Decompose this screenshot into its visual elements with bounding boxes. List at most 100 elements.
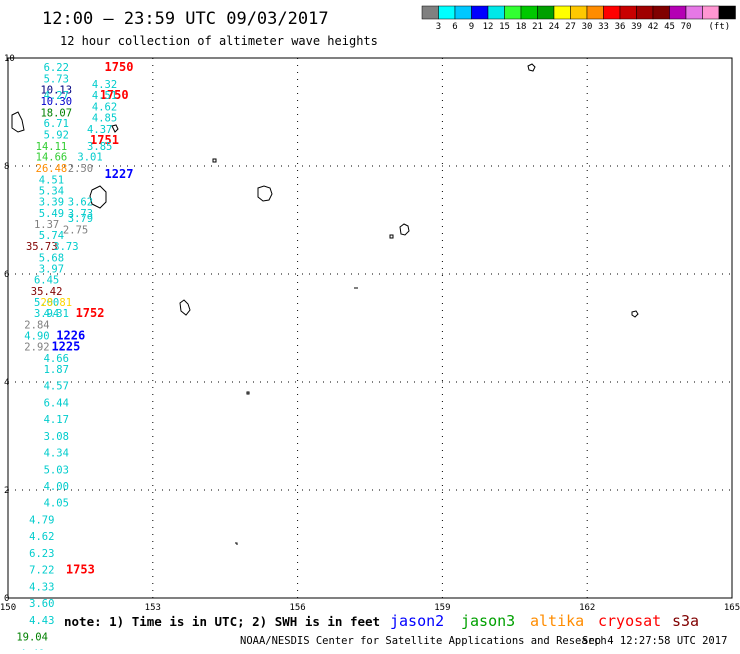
wave-height-value: 1.87: [44, 364, 69, 376]
satellite-legend: jason2 jason3 altika cryosat s3a: [390, 612, 699, 630]
generation-timestamp: Sep 4 12:27:58 UTC 2017: [582, 635, 727, 647]
island-outline: [235, 542, 238, 545]
wave-height-value: 4.43: [29, 615, 54, 627]
chart-title: 12:00 – 23:59 UTC 09/03/2017: [42, 9, 329, 29]
satellite-legend-item: s3a: [672, 612, 699, 630]
latitude-tick-labels: 10 8 6 4 2 0: [4, 54, 15, 604]
y-tick-label: 0: [4, 594, 9, 604]
wave-height-value: 3.73: [68, 208, 93, 220]
wave-height-value: 3.62: [68, 196, 93, 208]
colorbar-swatch: [504, 5, 522, 20]
wave-height-value: 2.50: [68, 163, 93, 175]
wave-height-value: 3.97: [39, 263, 64, 275]
colorbar-unit: (ft): [709, 22, 731, 32]
colorbar-label: 6: [452, 22, 457, 32]
wave-height-value: 5.73: [44, 73, 69, 85]
wave-height-value: 2.92: [24, 342, 49, 354]
wave-height-value: 3.73: [53, 241, 78, 253]
wave-height-value: 3.39: [39, 196, 64, 208]
colorbar-label: 15: [499, 22, 510, 32]
x-tick-label: 159: [434, 603, 450, 613]
colorbar-swatch: [702, 5, 720, 20]
island-outline: [257, 185, 273, 202]
wave-height-value: 26.48: [36, 163, 68, 175]
satellite-legend-item: jason3: [461, 612, 515, 630]
colorbar-swatch: [619, 5, 637, 20]
wave-height-value: 4.37: [87, 124, 112, 136]
colorbar-swatch: [685, 5, 703, 20]
units-note: note: 1) Time is in UTC; 2) SWH is in fe…: [64, 614, 380, 629]
island-outline: [389, 234, 394, 239]
colorbar-swatch: [438, 5, 456, 20]
colorbar-label: 30: [582, 22, 593, 32]
colorbar-swatch: [636, 5, 654, 20]
wave-height-value: 3.94: [34, 308, 59, 320]
island-outline: [399, 223, 410, 236]
wave-height-observations: 6.225.7310.134.2710.3018.076.715.9214.11…: [16, 62, 117, 654]
colorbar-swatch: [537, 5, 555, 20]
island-outline: [527, 63, 536, 72]
y-tick-label: 4: [4, 378, 9, 388]
wave-height-value: 5.68: [39, 253, 64, 265]
colorbar-label: 36: [615, 22, 626, 32]
wave-height-value: 10.13: [40, 85, 72, 97]
wave-height-value: 4.34: [44, 448, 69, 460]
wave-height-value: 4.90: [24, 330, 49, 342]
wave-height-value: 6.23: [29, 548, 54, 560]
colorbar-label: 27: [565, 22, 576, 32]
island-outline: [631, 310, 639, 318]
wave-height-value: 14.11: [36, 141, 68, 153]
wave-height-value: 6.44: [44, 397, 69, 409]
wave-height-value: 5.03: [44, 464, 69, 476]
wave-height-value: 4.62: [92, 101, 117, 113]
wave-height-value: 4.17: [44, 414, 69, 426]
wave-height-colorbar: 3 6 9 12 15 18 21 24 27 30 33 36 39 42 45 70 (ft): [421, 5, 736, 32]
wave-height-value: 4.51: [92, 90, 117, 102]
wave-height-value: 3.01: [77, 152, 102, 164]
chart-subtitle: 12 hour collection of altimeter wave hei…: [60, 34, 378, 48]
colorbar-label: 45: [664, 22, 675, 32]
wave-height-value: 19.04: [16, 632, 48, 644]
wave-height-value: 4.00: [44, 481, 69, 493]
wave-height-value: 1.37: [34, 219, 59, 231]
wave-height-value: 3.85: [87, 141, 112, 153]
wave-height-value: 4.79: [29, 514, 54, 526]
colorbar-label: 70: [681, 22, 692, 32]
wave-height-value: 6.22: [44, 62, 69, 74]
wave-height-value: 4.31: [44, 308, 69, 320]
y-tick-label: 6: [4, 270, 9, 280]
wave-height-value: 5.74: [39, 230, 64, 242]
wave-height-value: 4.32: [92, 79, 117, 91]
wave-height-value: 4.62: [29, 531, 54, 543]
colorbar-label: 9: [469, 22, 474, 32]
colorbar-swatch: [669, 5, 687, 20]
x-tick-label: 153: [145, 603, 161, 613]
y-tick-label: 2: [4, 486, 9, 496]
credit-text: NOAA/NESDIS Center for Satellite Applica…: [240, 635, 607, 647]
colorbar-swatch: [603, 5, 621, 20]
wave-height-value: 4.57: [44, 381, 69, 393]
wave-height-value: 4.05: [44, 498, 69, 510]
satellite-legend-item: altika: [530, 612, 584, 630]
colorbar-swatch: [553, 5, 571, 20]
island-outline: [11, 111, 25, 133]
pass-label: 1750: [100, 88, 129, 102]
colorbar-swatch: [487, 5, 505, 20]
colorbar-swatch: [586, 5, 604, 20]
x-tick-label: 156: [289, 603, 305, 613]
wave-height-value: 3.08: [44, 431, 69, 443]
wave-height-value: 4.51: [39, 174, 64, 186]
colorbar-label: 39: [631, 22, 642, 32]
colorbar-label: 24: [549, 22, 560, 32]
satellite-legend-item: cryosat: [598, 612, 661, 630]
map-frame: [7, 57, 733, 599]
wave-height-value: 35.73: [26, 241, 58, 253]
wave-height-value: 4.85: [92, 113, 117, 125]
wave-height-value: 5.00: [34, 297, 59, 309]
colorbar-swatch: [652, 5, 670, 20]
island-outline: [111, 124, 119, 133]
wave-height-value: 6.45: [34, 275, 59, 287]
pass-label: 1225: [51, 340, 80, 354]
colorbar-swatch: [718, 5, 736, 20]
